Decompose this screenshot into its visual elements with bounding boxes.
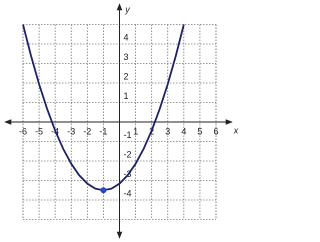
x-tick-label: -2 [83,126,91,136]
y-tick-label: -1 [124,130,132,140]
y-tick-label: -3 [124,169,132,179]
x-tick-label: 6 [213,126,218,136]
x-tick-label: -6 [19,126,27,136]
x-tick-label: -1 [99,126,107,136]
y-tick-label: 4 [124,32,129,42]
y-tick-label: -2 [124,149,132,159]
x-tick-label: 3 [165,126,170,136]
y-tick-label: -4 [124,188,132,198]
x-tick-label: -5 [35,126,43,136]
x-tick-label: 5 [197,126,202,136]
x-tick-label: 1 [133,126,138,136]
point [100,187,107,194]
x-axis-label: x [233,125,239,135]
y-tick-label: 1 [124,91,129,101]
y-tick-label: 2 [124,71,129,81]
x-tick-label: 4 [181,126,186,136]
y-tick-label: 3 [124,52,129,62]
y-axis-label: y [124,4,130,14]
x-tick-label: -3 [67,126,75,136]
